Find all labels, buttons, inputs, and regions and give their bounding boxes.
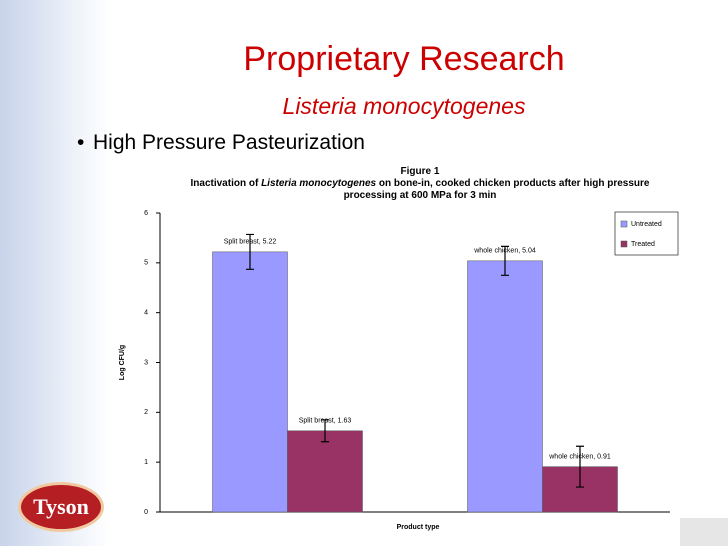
x-axis-label: Product type — [397, 524, 440, 531]
subtitle-part: on bone-in, cooked chicken products afte… — [343, 178, 650, 201]
subtitle-part: Listeria monocytogenes — [261, 178, 377, 189]
y-tick-label: 5 — [144, 260, 148, 267]
error-bar — [321, 419, 329, 443]
corner-box — [680, 518, 728, 546]
y-tick-label: 1 — [144, 459, 148, 466]
y-tick-label: 4 — [144, 310, 148, 317]
subtitle-part: Inactivation of — [190, 178, 262, 189]
y-axis-label: Log CFU/g — [119, 345, 126, 380]
legend-swatch — [620, 240, 628, 248]
logo: Tyson — [18, 482, 104, 532]
bar — [287, 430, 363, 513]
data-label: Split breast, 5.22 — [224, 239, 277, 246]
legend-label: Untreated — [631, 221, 662, 228]
y-tick-label: 0 — [144, 509, 148, 516]
bar — [467, 260, 543, 513]
legend-label: Treated — [631, 241, 655, 248]
error-bar — [501, 245, 509, 276]
bar — [212, 251, 288, 513]
slide-title: Proprietary Research — [243, 40, 565, 78]
legend-swatch — [620, 220, 628, 228]
error-bar — [246, 233, 254, 270]
y-tick-label: 6 — [144, 210, 148, 217]
bullet: High Pressure Pasteurization — [77, 131, 365, 155]
chart-heading: Figure 1 Inactivation of Listeria monocy… — [170, 166, 670, 202]
y-tick-label: 2 — [144, 409, 148, 416]
slide-subtitle: Listeria monocytogenes — [282, 93, 526, 119]
data-label: whole chicken, 0.91 — [548, 453, 611, 460]
chart-subtitle: Inactivation of Listeria monocytogenes o… — [170, 178, 670, 202]
background-strip — [0, 0, 110, 546]
y-tick-label: 3 — [144, 359, 148, 366]
chart-title: Figure 1 — [400, 166, 440, 177]
error-bar — [576, 445, 584, 488]
legend-box — [614, 211, 679, 256]
data-label: whole chicken, 5.04 — [473, 248, 536, 255]
data-label: Split breast, 1.63 — [299, 418, 352, 425]
